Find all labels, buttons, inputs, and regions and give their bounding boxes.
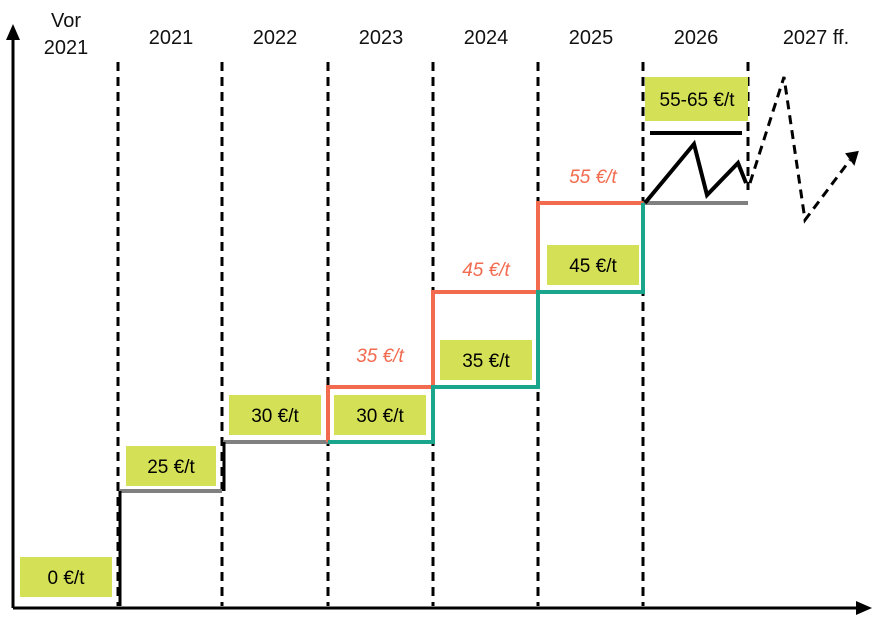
teal-step-path	[328, 203, 645, 444]
price-box-2026: 55-65 €/t	[645, 77, 748, 121]
year-label-2026: 2026	[674, 27, 719, 49]
price-label-2026: 55-65 €/t	[660, 90, 736, 111]
price-label-2021: 25 €/t	[147, 457, 195, 478]
grey-step-path	[120, 201, 748, 493]
year-label-2022: 2022	[253, 27, 298, 49]
year-label-2021: 2021	[149, 27, 194, 49]
year-label-2027: 2027 ff.	[783, 27, 849, 49]
future-arrow-head	[845, 150, 859, 166]
year-label-pre-line1: Vor	[51, 10, 81, 32]
year-label-2023: 2023	[359, 27, 404, 49]
year-label-2025: 2025	[569, 27, 614, 49]
price-label-2023-low: 30 €/t	[356, 406, 404, 427]
black-risers	[118, 442, 226, 606]
future-dashed-zigzag	[748, 76, 852, 224]
price-box-2021: 25 €/t	[126, 446, 216, 486]
price-label-2023-high: 35 €/t	[356, 346, 404, 367]
price-label-2025-high: 55 €/t	[569, 167, 617, 188]
corridor-zigzag	[643, 139, 748, 205]
price-label-2025-low: 45 €/t	[569, 256, 617, 277]
red-step-path	[326, 201, 643, 442]
price-box-2022: 30 €/t	[229, 395, 321, 435]
price-box-2025-low: 45 €/t	[547, 245, 639, 285]
price-box-2023-low: 30 €/t	[334, 395, 426, 435]
price-box-2024-low: 35 €/t	[440, 340, 532, 380]
price-label-pre2021: 0 €/t	[48, 568, 86, 589]
price-label-2022: 30 €/t	[251, 406, 299, 427]
price-label-2024-low: 35 €/t	[462, 351, 510, 372]
y-axis-arrow	[6, 24, 20, 40]
year-label-pre-line2: 2021	[44, 37, 89, 59]
year-label-2024: 2024	[464, 27, 509, 49]
x-axis-arrow	[856, 601, 872, 615]
price-box-pre2021: 0 €/t	[20, 557, 112, 597]
price-label-2024-high: 45 €/t	[462, 260, 510, 281]
